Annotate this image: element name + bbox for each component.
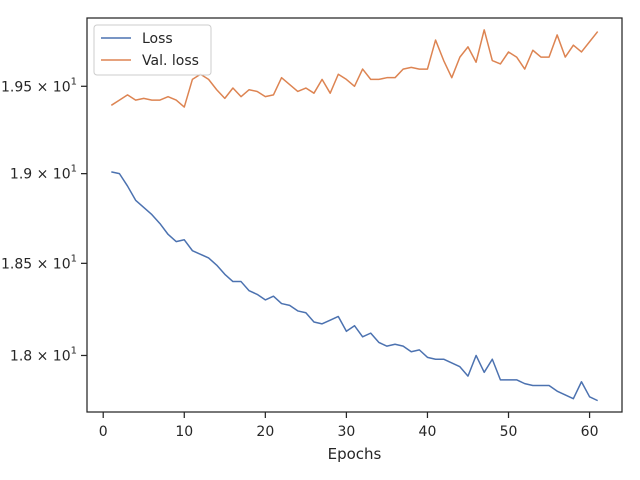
x-tick-label: 40 bbox=[419, 424, 437, 440]
legend: Loss Val. loss bbox=[93, 24, 212, 76]
x-tick-label: 30 bbox=[337, 424, 355, 440]
series-line-loss bbox=[111, 171, 598, 402]
x-tick-label: 60 bbox=[581, 424, 599, 440]
y-tick-label: 1.85 × 101 bbox=[1, 253, 77, 272]
x-tick-label: 10 bbox=[175, 424, 193, 440]
y-tick-label: 1.8 × 101 bbox=[10, 345, 77, 364]
plot-frame bbox=[86, 17, 623, 413]
series-line-val-loss bbox=[110, 29, 599, 108]
legend-label-val-loss: Val. loss bbox=[142, 53, 199, 69]
legend-items: Loss Val. loss bbox=[101, 31, 199, 69]
plot-background bbox=[87, 18, 622, 412]
x-tick-label: 0 bbox=[99, 424, 108, 440]
y-axis-ticks: 1.8 × 101 1.85 × 101 1.9 × 101 1.95 × 101 bbox=[1, 76, 87, 364]
y-tick-label: 1.9 × 101 bbox=[10, 164, 77, 183]
x-axis-ticks: 0 10 20 30 40 50 60 bbox=[99, 412, 599, 440]
x-axis-label: Epochs bbox=[328, 445, 382, 463]
x-tick-label: 50 bbox=[500, 424, 518, 440]
x-tick-label: 20 bbox=[256, 424, 274, 440]
legend-label-loss: Loss bbox=[142, 31, 173, 47]
series-layer bbox=[110, 29, 599, 402]
y-tick-label: 1.95 × 101 bbox=[1, 76, 77, 95]
